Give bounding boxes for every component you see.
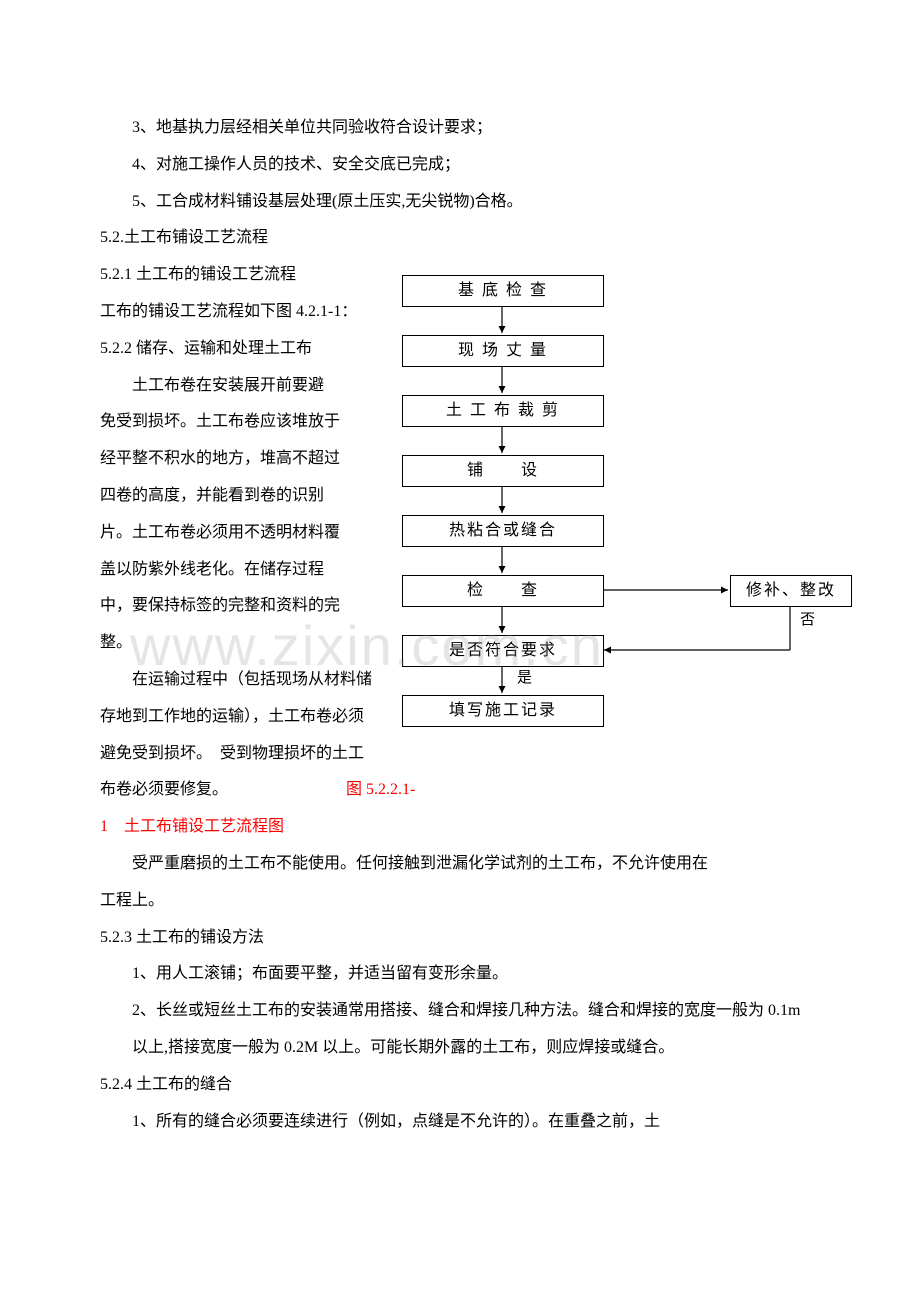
para-transport-a: 在运输过程中（包括现场从材料储 [100, 662, 420, 699]
para-transport-d-with-caption: 布卷必须要修复。 图 5.2.2.1-1 土工布铺设工艺流程图 [100, 772, 420, 846]
heading-5-2-3: 5.2.3 土工布的铺设方法 [100, 920, 820, 957]
para-storage-a: 土工布卷在安装展开前要避 [100, 368, 390, 405]
list-item-5: 5、工合成材料铺设基层处理(原土压实,无尖锐物)合格。 [100, 184, 820, 221]
heading-5-2-4: 5.2.4 土工布的缝合 [100, 1067, 820, 1104]
flow-box-check: 检 查 [402, 575, 604, 607]
flow-label-yes: 是 [517, 669, 532, 687]
para-storage-c: 经平整不积水的地方，堆高不超过 [100, 441, 390, 478]
para-wear-b: 工程上。 [100, 883, 820, 920]
flow-box-repair: 修补、整改 [730, 575, 852, 607]
flow-box-measure: 现 场 丈 量 [402, 335, 604, 367]
heading-5-2: 5.2.土工布铺设工艺流程 [100, 220, 820, 257]
para-storage-b: 免受到损坏。土工布卷应该堆放于 [100, 404, 390, 441]
method-item-2: 2、长丝或短丝土工布的安装通常用搭接、缝合和焊接几种方法。缝合和焊接的宽度一般为… [100, 993, 820, 1067]
para-transport-c: 避免受到损坏。 受到物理损坏的土工 [100, 736, 420, 773]
flow-box-record: 填写施工记录 [402, 695, 604, 727]
heading-5-2-2: 5.2.2 储存、运输和处理土工布 [100, 331, 390, 368]
flow-box-base-check: 基 底 检 查 [402, 275, 604, 307]
para-storage-e: 片。土工布卷必须用不透明材料覆 [100, 515, 390, 552]
para-storage-f: 盖以防紫外线老化。在储存过程 [100, 552, 390, 589]
method-item-1: 1、用人工滚铺；布面要平整，并适当留有变形余量。 [100, 956, 820, 993]
list-item-3: 3、地基执力层经相关单位共同验收符合设计要求； [100, 110, 820, 147]
list-item-4: 4、对施工操作人员的技术、安全交底已完成； [100, 147, 820, 184]
flow-box-weld: 热粘合或缝合 [402, 515, 604, 547]
para-transport-b: 存地到工作地的运输），土工布卷必须 [100, 699, 420, 736]
para-wear: 受严重磨损的土工布不能使用。任何接触到泄漏化学试剂的土工布，不允许使用在 [100, 846, 820, 883]
para-storage-h: 整。 [100, 625, 390, 662]
flow-box-lay: 铺 设 [402, 455, 604, 487]
para-storage-d: 四卷的高度，并能看到卷的识别 [100, 478, 390, 515]
flow-box-qualify: 是否符合要求 [402, 635, 604, 667]
para-transport-d: 布卷必须要修复。 [100, 781, 228, 798]
para-storage-g: 中，要保持标签的完整和资料的完 [100, 588, 390, 625]
sew-item-1: 1、所有的缝合必须要连续进行（例如，点缝是不允许的）。在重叠之前，土 [100, 1104, 820, 1141]
flowchart: 基 底 检 查 现 场 丈 量 土 工 布 裁 剪 铺 设 热粘合或缝合 检 查… [382, 275, 892, 755]
flow-box-cut: 土 工 布 裁 剪 [402, 395, 604, 427]
flow-label-no: 否 [800, 611, 815, 629]
